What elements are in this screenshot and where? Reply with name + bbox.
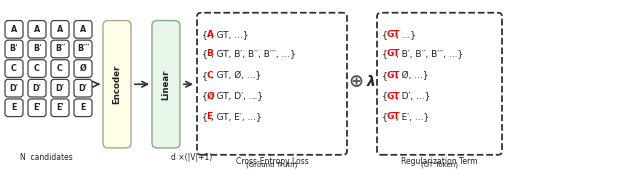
Text: E: E bbox=[80, 103, 86, 112]
Text: Linear: Linear bbox=[161, 69, 170, 100]
Text: N  candidates: N candidates bbox=[20, 153, 72, 162]
Text: Encoder: Encoder bbox=[113, 65, 122, 104]
Text: λ: λ bbox=[367, 75, 376, 89]
Text: {: { bbox=[382, 30, 388, 39]
FancyBboxPatch shape bbox=[28, 79, 46, 97]
Text: Cross-Entropy Loss: Cross-Entropy Loss bbox=[236, 157, 308, 166]
Text: A: A bbox=[207, 30, 214, 39]
Text: , Ø, ...}: , Ø, ...} bbox=[396, 71, 428, 80]
Text: , B′, B′′, B′′′, ...}: , B′, B′′, B′′′, ...} bbox=[396, 49, 463, 58]
Text: {: { bbox=[382, 112, 388, 121]
Text: , GT, D′, ...}: , GT, D′, ...} bbox=[211, 92, 263, 101]
Text: , GT, E′, ...}: , GT, E′, ...} bbox=[211, 112, 262, 121]
Text: Ø: Ø bbox=[207, 92, 214, 101]
Text: {: { bbox=[382, 92, 388, 101]
Text: E: E bbox=[12, 103, 17, 112]
Text: B': B' bbox=[10, 44, 19, 53]
Text: Ø: Ø bbox=[79, 64, 86, 73]
Text: E: E bbox=[207, 112, 212, 121]
Text: D': D' bbox=[79, 84, 88, 93]
Text: {: { bbox=[202, 49, 208, 58]
Text: A: A bbox=[34, 25, 40, 34]
FancyBboxPatch shape bbox=[28, 60, 46, 77]
FancyBboxPatch shape bbox=[377, 13, 502, 155]
Text: GT: GT bbox=[387, 92, 400, 101]
Text: , GT, Ø, ...}: , GT, Ø, ...} bbox=[211, 71, 261, 80]
Text: D': D' bbox=[56, 84, 65, 93]
Text: C: C bbox=[207, 71, 213, 80]
FancyBboxPatch shape bbox=[51, 79, 69, 97]
Text: A: A bbox=[57, 25, 63, 34]
Text: , GT, ...}: , GT, ...} bbox=[211, 30, 248, 39]
Text: (GT Token): (GT Token) bbox=[421, 162, 458, 168]
Text: , GT, B′, B′′, B′′′, ...}: , GT, B′, B′′, B′′′, ...} bbox=[211, 49, 296, 58]
FancyBboxPatch shape bbox=[152, 21, 180, 148]
Text: E': E' bbox=[33, 103, 41, 112]
Text: Regularization Term: Regularization Term bbox=[401, 157, 477, 166]
FancyBboxPatch shape bbox=[5, 40, 23, 58]
Text: D': D' bbox=[10, 84, 19, 93]
FancyBboxPatch shape bbox=[51, 21, 69, 38]
FancyBboxPatch shape bbox=[74, 60, 92, 77]
Text: C: C bbox=[34, 64, 40, 73]
FancyBboxPatch shape bbox=[28, 21, 46, 38]
Text: , D′, ...}: , D′, ...} bbox=[396, 92, 430, 101]
Text: C: C bbox=[57, 64, 63, 73]
FancyBboxPatch shape bbox=[51, 40, 69, 58]
FancyBboxPatch shape bbox=[5, 60, 23, 77]
Text: , E′, ...}: , E′, ...} bbox=[396, 112, 429, 121]
FancyBboxPatch shape bbox=[5, 21, 23, 38]
Text: {: { bbox=[202, 92, 208, 101]
FancyBboxPatch shape bbox=[51, 60, 69, 77]
FancyBboxPatch shape bbox=[74, 21, 92, 38]
Text: , ...}: , ...} bbox=[396, 30, 415, 39]
Text: GT: GT bbox=[387, 49, 400, 58]
Text: GT: GT bbox=[387, 30, 400, 39]
Text: C: C bbox=[11, 64, 17, 73]
FancyBboxPatch shape bbox=[28, 99, 46, 117]
Text: (Ground Truth): (Ground Truth) bbox=[246, 162, 298, 168]
Text: A: A bbox=[11, 25, 17, 34]
Text: GT: GT bbox=[387, 71, 400, 80]
Text: B': B' bbox=[33, 44, 41, 53]
FancyBboxPatch shape bbox=[103, 21, 131, 148]
Text: {: { bbox=[382, 71, 388, 80]
FancyBboxPatch shape bbox=[74, 40, 92, 58]
Text: {: { bbox=[202, 30, 208, 39]
Text: ⊕: ⊕ bbox=[348, 73, 364, 91]
Text: A: A bbox=[80, 25, 86, 34]
Text: B′′′: B′′′ bbox=[77, 44, 89, 53]
FancyBboxPatch shape bbox=[5, 79, 23, 97]
FancyBboxPatch shape bbox=[51, 99, 69, 117]
Text: D': D' bbox=[33, 84, 42, 93]
Text: GT: GT bbox=[387, 112, 400, 121]
Text: {: { bbox=[202, 112, 208, 121]
FancyBboxPatch shape bbox=[197, 13, 347, 155]
Text: {: { bbox=[382, 49, 388, 58]
Text: {: { bbox=[202, 71, 208, 80]
FancyBboxPatch shape bbox=[74, 79, 92, 97]
Text: B: B bbox=[207, 49, 213, 58]
Text: d ×(|V|+1): d ×(|V|+1) bbox=[172, 153, 212, 162]
FancyBboxPatch shape bbox=[28, 40, 46, 58]
FancyBboxPatch shape bbox=[74, 99, 92, 117]
FancyBboxPatch shape bbox=[5, 99, 23, 117]
Text: E': E' bbox=[56, 103, 64, 112]
Text: B′′: B′′ bbox=[55, 44, 65, 53]
